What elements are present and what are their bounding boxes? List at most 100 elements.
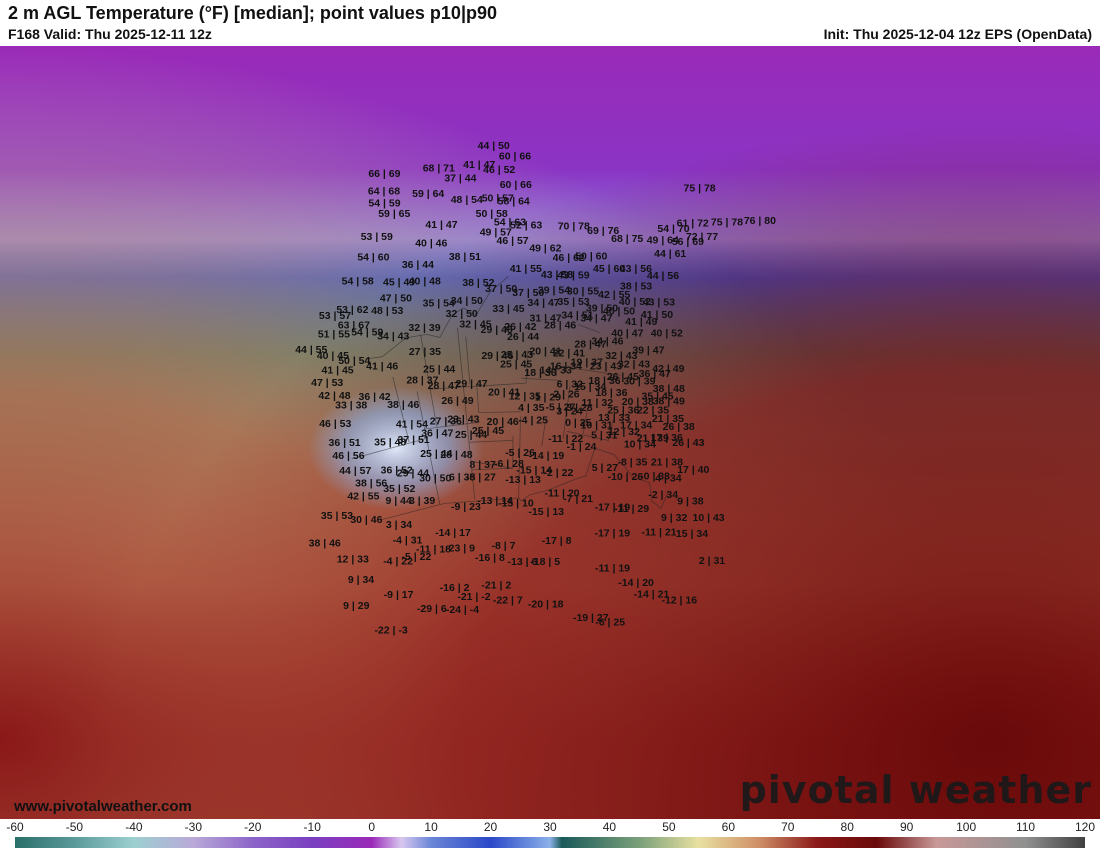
point-value-label: 32 | 43 [605, 350, 637, 362]
point-value-label: -9 | 23 [451, 501, 481, 513]
point-value-label: -15 | 14 [516, 465, 552, 477]
point-value-label: 40 | 46 [415, 238, 447, 250]
point-value-label: 40 | 52 [651, 328, 683, 340]
point-value-label: 60 | 66 [500, 179, 532, 191]
point-value-label: 23 | 43 [590, 361, 622, 373]
point-value-label: 34 | 51 [561, 310, 593, 322]
point-value-label: 49 | 57 [480, 226, 512, 238]
point-value-label: 38 | 52 [462, 277, 494, 289]
point-value-label: 49 | 62 [529, 243, 561, 255]
website-credit: www.pivotalweather.com [14, 798, 192, 815]
point-value-label: 12 | 33 [337, 553, 369, 565]
point-value-label: 51 | 55 [318, 328, 350, 340]
point-value-label: 59 | 65 [378, 208, 410, 220]
point-value-label: 28 | 48 [440, 449, 472, 461]
point-value-label: 10 | 31 [581, 419, 613, 431]
point-value-label: -5 | 27 [546, 401, 576, 413]
point-value-label: 47 | 50 [380, 293, 412, 305]
point-value-label: 40 | 52 [619, 296, 651, 308]
boundary-line [351, 437, 427, 460]
color-scale-bar [15, 837, 1085, 848]
point-value-label: -23 | 9 [445, 542, 475, 554]
point-value-label: 3 | 24 [556, 405, 582, 417]
point-value-label: 54 | 60 [357, 251, 389, 263]
point-value-label: 40 | 45 [317, 350, 349, 362]
point-value-label: 70 | 78 [558, 221, 590, 233]
point-value-label: 25 | 36 [607, 404, 639, 416]
color-scale-tick: 20 [483, 820, 498, 834]
point-value-label: -24 | -4 [446, 604, 479, 616]
point-value-label: 46 | 56 [332, 450, 364, 462]
point-value-label: 41 | 49 [625, 316, 657, 328]
point-value-label: 20 | 46 [487, 416, 519, 428]
boundary-line [476, 383, 480, 413]
boundary-line [470, 460, 513, 469]
point-value-label: 27 | 35 [409, 346, 441, 358]
point-value-label: 34 | 43 [377, 330, 409, 342]
point-value-label: 26 | 43 [672, 437, 704, 449]
boundary-line [471, 467, 513, 471]
point-value-label: 37 | 50 [485, 283, 517, 295]
point-value-label: -8 | 35 [618, 456, 648, 468]
color-scale-tick: 30 [543, 820, 557, 834]
point-value-label: 42 | 55 [598, 289, 630, 301]
point-value-label: -13 | 13 [505, 474, 541, 486]
point-value-label: -9 | 17 [384, 589, 414, 601]
point-value-label: 35 | 54 [423, 298, 455, 310]
point-value-label: 41 | 47 [425, 219, 457, 231]
point-value-label: 6 | 35 [449, 472, 475, 484]
point-value-label: -11 | 20 [544, 488, 579, 500]
boundary-line [577, 324, 600, 333]
point-value-label: 30 | 55 [567, 285, 599, 297]
point-value-label: 20 | 41 [488, 386, 520, 398]
point-value-label: 50 | 58 [476, 208, 508, 220]
point-value-label: 35 | 52 [383, 483, 415, 495]
point-value-label: 38 | 51 [449, 251, 481, 263]
point-value-label: 63 | 67 [338, 319, 370, 331]
point-value-label: 32 | 39 [408, 322, 440, 334]
point-value-label: -19 | 27 [573, 612, 609, 624]
point-value-label: 32 | 45 [459, 318, 491, 330]
point-value-label: 42 | 48 [318, 390, 350, 402]
boundary-line [541, 417, 547, 447]
boundary-line [562, 386, 571, 439]
point-value-label: -4 | 22 [383, 556, 413, 568]
point-value-label: 13 | 33 [598, 412, 630, 424]
point-value-label: 39 | 47 [632, 344, 664, 356]
point-value-label: 29 | 44 [397, 468, 429, 480]
point-value-label: 49 | 64 [647, 234, 679, 246]
point-value-label: 41 | 50 [641, 309, 673, 321]
point-value-label: 9 | 32 [661, 512, 687, 524]
point-value-label: 54 | 59 [351, 327, 383, 339]
point-value-label: 30 | 39 [623, 376, 655, 388]
point-value-label: -6 | 28 [494, 458, 524, 470]
point-value-label: 9 | 34 [348, 574, 374, 586]
brand-logo: pivotal weather [739, 768, 1092, 812]
point-value-label: 75 | 78 [684, 182, 716, 194]
boundary-line [582, 408, 589, 434]
point-value-label: 45 | 49 [383, 277, 415, 289]
map-canvas[interactable]: -22 | -3 -29 | 6 -24 | -4-21 | -2 -22 | 7 -2… [0, 46, 1100, 819]
point-value-label: 15 | 34 [574, 381, 606, 393]
point-value-label: 42 | 49 [652, 363, 684, 375]
point-value-label: 25 | 44 [455, 429, 487, 441]
point-value-label: -11 | 19 [595, 563, 630, 575]
map-title: 2 m AGL Temperature (°F) [median]; point… [8, 3, 497, 23]
boundary-line [521, 377, 561, 381]
point-value-label: 28 | 37 [406, 375, 438, 387]
point-value-label: 9 | 44 [386, 495, 412, 507]
point-value-label: 26 | 49 [441, 395, 473, 407]
point-value-label: -7 | 21 [563, 493, 593, 505]
point-value-label: 53 | 62 [336, 304, 368, 316]
boundary-line [465, 336, 471, 385]
rockies-cold-field [0, 46, 1100, 819]
point-value-label: 75 | 78 [711, 217, 743, 229]
valid-time: F168 Valid: Thu 2025-12-11 12z [8, 26, 212, 42]
boundary-line [607, 419, 614, 442]
point-value-label: 54 | 63 [494, 217, 526, 229]
temperature-map[interactable]: -22 | -3 -29 | 6 -24 | -4 -21 | -2 -22 | 7 -2… [0, 46, 1100, 819]
boundary-line [457, 327, 476, 500]
point-value-label: 19 | 37 [571, 356, 603, 368]
point-value-label: 35 | 53 [558, 296, 590, 308]
point-value-label: 34 | 47 [580, 312, 612, 324]
